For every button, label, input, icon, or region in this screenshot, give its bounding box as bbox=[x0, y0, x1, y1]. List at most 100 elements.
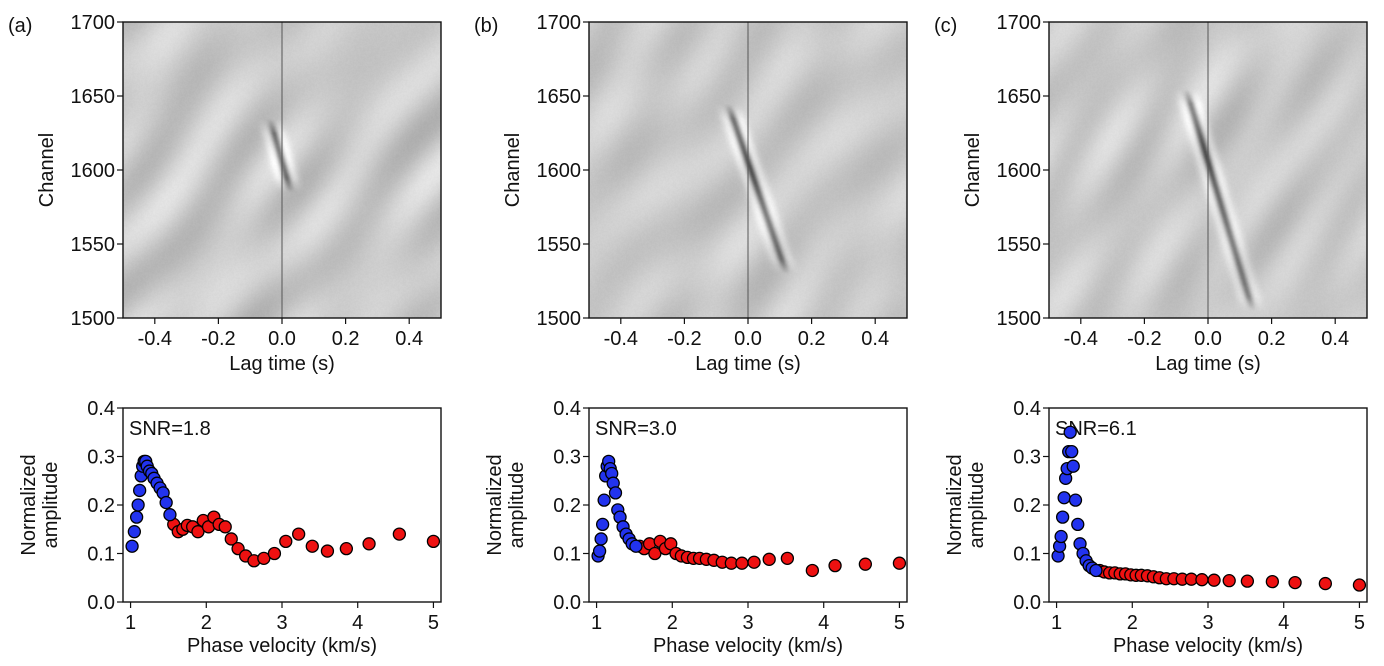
red-point bbox=[858, 557, 873, 571]
red-point bbox=[892, 556, 907, 570]
red-point bbox=[392, 527, 407, 541]
blue-point bbox=[608, 486, 623, 500]
blue-point bbox=[1066, 459, 1080, 473]
snr-annotation: SNR=3.0 bbox=[595, 418, 677, 440]
gather-ytick-label: 1550 bbox=[997, 234, 1042, 256]
spectrum-xtick-label: 4 bbox=[352, 612, 363, 634]
blue-point bbox=[592, 544, 607, 558]
spectrum-ylabel: Normalizedamplitude bbox=[484, 454, 528, 555]
spectrum-ylabel-line: amplitude bbox=[506, 462, 528, 549]
gather-ytick-label: 1550 bbox=[71, 234, 116, 256]
gather-xtick-label: 0.2 bbox=[798, 328, 826, 350]
spectrum-ylabel-line: amplitude bbox=[966, 462, 988, 549]
spectrum-ytick-label: 0.4 bbox=[553, 398, 581, 420]
spectrum-xtick-label: 1 bbox=[125, 612, 136, 634]
blue-point bbox=[1054, 529, 1068, 544]
gather-ytick-label: 1600 bbox=[537, 160, 582, 182]
spectrum-xlabel: Phase velocity (km/s) bbox=[653, 635, 843, 657]
spectrum-ytick-label: 0.4 bbox=[1013, 398, 1041, 420]
spectrum-xtick-label: 3 bbox=[276, 612, 287, 634]
red-point bbox=[747, 555, 761, 569]
gather-xlabel: Lag time (s) bbox=[229, 353, 335, 375]
blue-point bbox=[629, 539, 643, 553]
gather-xlabel: Lag time (s) bbox=[1155, 353, 1261, 375]
gather-ylabel: Channel bbox=[962, 133, 984, 208]
blue-point bbox=[1065, 444, 1079, 459]
gather-xtick-label: -0.4 bbox=[604, 328, 638, 350]
gather-xtick-label: 0.0 bbox=[268, 328, 296, 350]
spectrum-xtick-label: 1 bbox=[1051, 612, 1062, 634]
spectrum-ytick-label: 0.1 bbox=[553, 544, 581, 566]
blue-point bbox=[125, 539, 139, 553]
snr-annotation: SNR=1.8 bbox=[129, 418, 211, 440]
spectrum-ytick-label: 0.3 bbox=[87, 447, 115, 469]
spectrum-ytick-label: 0.2 bbox=[1013, 495, 1041, 517]
spectrum-ytick-label: 0.2 bbox=[87, 495, 115, 517]
spectrum-xtick-label: 5 bbox=[1354, 612, 1365, 634]
spectrum-ytick-label: 0.0 bbox=[553, 592, 581, 614]
red-point bbox=[1240, 574, 1255, 588]
gather-ytick-label: 1650 bbox=[997, 86, 1042, 108]
spectrum-ytick-label: 0.2 bbox=[553, 495, 581, 517]
red-point bbox=[1195, 573, 1209, 587]
gather-xtick-label: 0.2 bbox=[332, 328, 360, 350]
red-point bbox=[1352, 578, 1367, 592]
blue-point bbox=[595, 517, 610, 532]
blue-point bbox=[597, 493, 611, 507]
red-point bbox=[257, 551, 271, 565]
gather-ytick-label: 1650 bbox=[537, 86, 582, 108]
red-point bbox=[339, 542, 354, 556]
spectrum-ytick-label: 0.1 bbox=[1013, 544, 1041, 566]
red-point bbox=[218, 520, 232, 534]
spectrum-xtick-label: 2 bbox=[1127, 612, 1138, 634]
red-point bbox=[1288, 575, 1302, 590]
red-point bbox=[224, 532, 238, 546]
gather-ytick-label: 1650 bbox=[71, 86, 116, 108]
gather-xtick-label: 0.0 bbox=[1194, 328, 1222, 350]
spectrum-ytick-label: 0.3 bbox=[553, 447, 581, 469]
gather-ytick-label: 1700 bbox=[537, 12, 582, 34]
spectrum-xtick-label: 1 bbox=[591, 612, 602, 634]
spectrum-xtick-label: 4 bbox=[1278, 612, 1289, 634]
spectrum-xtick-label: 4 bbox=[818, 612, 829, 634]
red-point bbox=[1207, 573, 1221, 587]
blue-point bbox=[1068, 493, 1083, 507]
spectrum-ylabel-line: Normalized bbox=[18, 454, 40, 555]
blue-point bbox=[1063, 425, 1077, 439]
gather-xtick-label: -0.2 bbox=[201, 328, 235, 350]
spectrum-xlabel: Phase velocity (km/s) bbox=[1113, 635, 1303, 657]
gather-xtick-label: -0.2 bbox=[1127, 328, 1161, 350]
gather-xtick-label: -0.2 bbox=[667, 328, 701, 350]
gather-xtick-label: -0.4 bbox=[1064, 328, 1098, 350]
spectrum-ytick-label: 0.0 bbox=[87, 592, 115, 614]
gather-ytick-label: 1500 bbox=[71, 308, 116, 330]
gather-ytick-label: 1550 bbox=[537, 234, 582, 256]
blue-point bbox=[594, 532, 608, 546]
spectrum-frame bbox=[588, 407, 908, 603]
spectrum-frame bbox=[122, 407, 442, 603]
spectrum-xtick-label: 2 bbox=[667, 612, 678, 634]
red-point bbox=[279, 534, 293, 549]
spectrum-ytick-label: 0.0 bbox=[1013, 592, 1041, 614]
spectrum-ylabel: Normalizedamplitude bbox=[944, 454, 988, 555]
panel-letter: (b) bbox=[474, 15, 498, 37]
red-point bbox=[362, 537, 376, 551]
gather-ytick-label: 1700 bbox=[997, 12, 1042, 34]
gather-xtick-label: 0.4 bbox=[395, 328, 423, 350]
gather-xtick-label: 0.2 bbox=[1258, 328, 1286, 350]
spectrum-xtick-label: 5 bbox=[428, 612, 439, 634]
blue-point bbox=[133, 483, 147, 498]
spectrum-ylabel-line: Normalized bbox=[944, 454, 966, 555]
spectrum-xtick-label: 5 bbox=[894, 612, 905, 634]
gather-xtick-label: 0.4 bbox=[861, 328, 889, 350]
gather-ytick-label: 1500 bbox=[537, 308, 582, 330]
gather-ytick-label: 1500 bbox=[997, 308, 1042, 330]
gather-ytick-label: 1700 bbox=[71, 12, 116, 34]
blue-point bbox=[163, 508, 177, 522]
panel-letter: (a) bbox=[8, 15, 32, 37]
gather-ytick-label: 1600 bbox=[71, 160, 116, 182]
blue-point bbox=[1057, 491, 1071, 505]
blue-point bbox=[129, 510, 144, 524]
spectrum-xtick-label: 3 bbox=[1202, 612, 1213, 634]
blue-point bbox=[1055, 510, 1070, 524]
